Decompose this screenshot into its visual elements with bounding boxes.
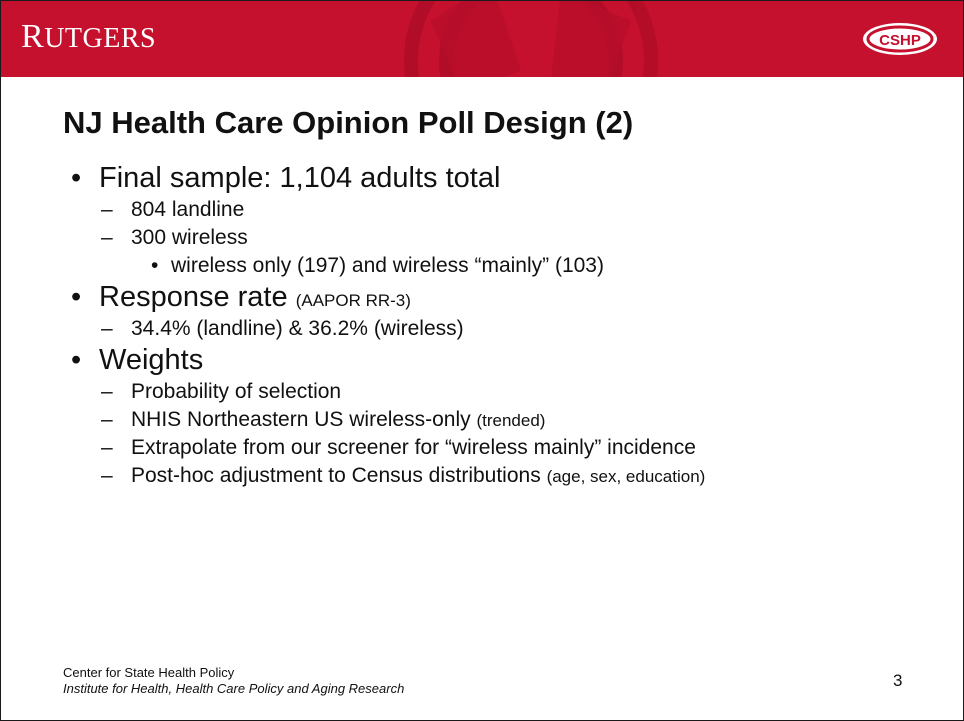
bullet-dot: •	[71, 281, 82, 313]
bullet-final-sample: • Final sample: 1,104 adults total	[71, 162, 501, 194]
sub-bullet-probability: – Probability of selection	[71, 378, 931, 406]
watermark-seal-icon	[404, 1, 658, 77]
sub-bullet-post-hoc: – Post-hoc adjustment to Census distribu…	[71, 462, 931, 490]
sub-bullet-wireless: – 300 wireless	[71, 224, 931, 252]
bullet-weights: • Weights	[71, 344, 204, 376]
rutgers-logo: RUTGERS	[21, 18, 157, 55]
bullet-dot: •	[71, 344, 82, 376]
nhis-note: (trended)	[476, 411, 546, 430]
response-rate-note: (AAPOR RR-3)	[295, 291, 411, 310]
sub-bullet-nhis: – NHIS Northeastern US wireless-only (tr…	[71, 406, 931, 434]
footer-institute: Institute for Health, Health Care Policy…	[63, 681, 405, 696]
page-number: 3	[893, 671, 903, 690]
dash-marker: –	[101, 464, 113, 487]
sub-bullet-extrapolate: – Extrapolate from our screener for “wir…	[71, 434, 931, 462]
dash-marker: –	[101, 408, 113, 431]
post-hoc-note: (age, sex, education)	[546, 467, 706, 486]
dash-marker: –	[101, 317, 113, 340]
svg-text:CSHP: CSHP	[879, 32, 921, 49]
dash-marker: –	[101, 436, 113, 459]
bullet-response-rate: • Response rate (AAPOR RR-3)	[71, 281, 411, 313]
sub-bullet-landline: – 804 landline	[71, 196, 931, 224]
bullet-dot: •	[151, 254, 159, 277]
bullet-dot: •	[71, 162, 82, 194]
bullet-list: • Final sample: 1,104 adults total – 804…	[71, 161, 931, 490]
sub-bullet-rates: – 34.4% (landline) & 36.2% (wireless)	[71, 315, 931, 343]
slide-title: NJ Health Care Opinion Poll Design (2)	[63, 105, 634, 140]
cshp-badge-icon: CSHP	[863, 23, 937, 55]
footer: Center for State Health Policy Institute…	[63, 665, 404, 697]
dash-marker: –	[101, 380, 113, 403]
sub-sub-bullet-wireless-only: • wireless only (197) and wireless “main…	[71, 252, 931, 280]
header-banner: RUTGERS CSHP	[1, 1, 963, 77]
dash-marker: –	[101, 198, 113, 221]
footer-org: Center for State Health Policy	[63, 665, 235, 680]
dash-marker: –	[101, 226, 113, 249]
